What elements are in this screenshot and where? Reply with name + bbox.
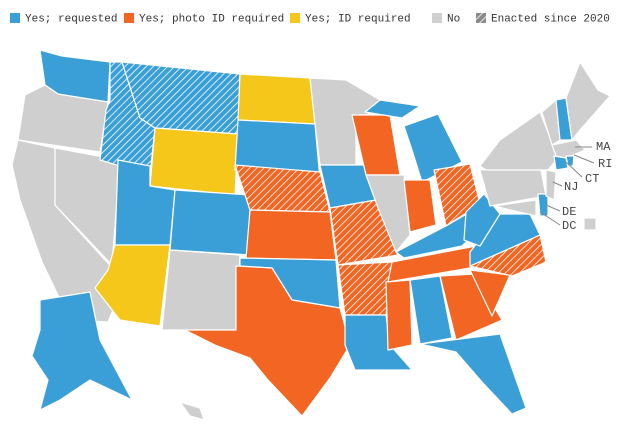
state: [537, 193, 549, 217]
state: [419, 333, 527, 415]
state-label: DE: [562, 205, 576, 219]
state-label: CT: [585, 172, 599, 186]
state: [565, 155, 575, 167]
state-label: RI: [598, 157, 612, 171]
legend-swatch: [124, 13, 134, 23]
state: [364, 99, 421, 119]
leader-line: [552, 181, 563, 187]
state: [385, 279, 413, 351]
state: [463, 193, 501, 247]
state: [309, 77, 381, 166]
state: [583, 217, 597, 231]
legend-label: Yes; photo ID required: [139, 13, 284, 25]
state: [545, 169, 557, 201]
leader-line: [565, 161, 583, 178]
state: [149, 127, 239, 196]
state: [337, 261, 393, 316]
state: [234, 164, 331, 213]
state: [237, 73, 316, 125]
state: [439, 273, 503, 341]
legend-label: Enacted since 2020: [491, 13, 610, 25]
leader-line: [539, 211, 561, 226]
legend-swatch: [432, 13, 442, 23]
state: [553, 155, 569, 171]
state-label: NJ: [564, 180, 578, 194]
state: [245, 209, 337, 261]
legend-label: No: [447, 13, 460, 25]
state-label: MA: [596, 140, 611, 154]
state: [565, 61, 611, 141]
state: [344, 314, 413, 371]
legend: Yes; requested Yes; photo ID required Yes;…: [10, 13, 610, 25]
state: [179, 401, 205, 421]
leader-line: [545, 204, 561, 212]
legend-swatch: [476, 13, 486, 23]
state: [184, 265, 351, 417]
state: [31, 291, 133, 411]
state: [409, 275, 453, 345]
legend-label: Yes; requested: [25, 13, 117, 25]
state: [403, 179, 437, 233]
leader-lines: [539, 146, 595, 226]
legend-swatch: [10, 13, 20, 23]
state: [551, 139, 586, 159]
legend-swatch: [290, 13, 300, 23]
state: [387, 245, 477, 283]
legend-label: Yes; ID required: [305, 13, 411, 25]
leader-line: [573, 154, 595, 164]
state: [161, 249, 241, 331]
state: [469, 269, 511, 317]
state: [365, 174, 411, 253]
state-label: DC: [562, 219, 576, 233]
states: [11, 49, 611, 421]
state: [493, 199, 537, 217]
state: [169, 189, 251, 256]
